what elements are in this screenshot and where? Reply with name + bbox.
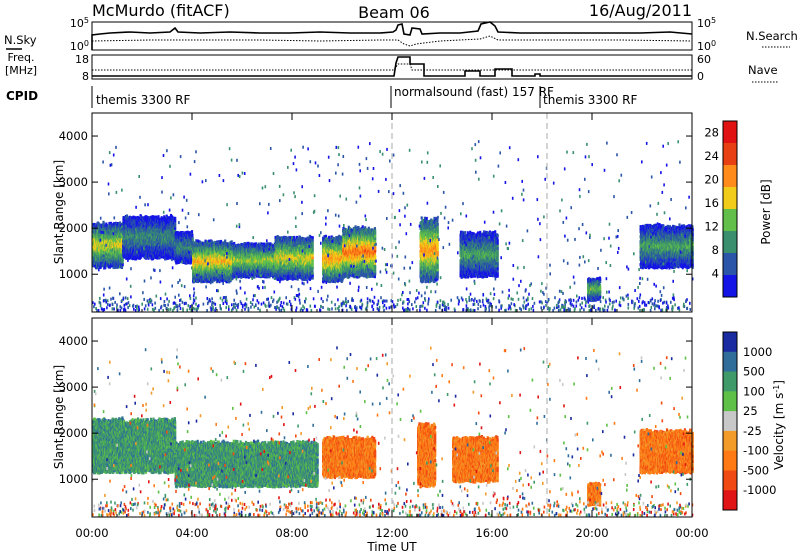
nsearch-trace xyxy=(92,36,692,46)
nsearch-tick-bottom: 100 xyxy=(697,39,716,54)
nave-trace xyxy=(92,64,692,70)
power-echoes xyxy=(92,113,694,312)
nsearch-label: N.Search xyxy=(746,29,798,43)
cpid-segment-1: themis 3300 RF xyxy=(96,93,190,107)
echo-cell xyxy=(174,224,176,227)
nave-tick-top: 60 xyxy=(697,53,711,66)
station-title: McMurdo (fitACF) xyxy=(92,1,230,20)
nsky-tick-bottom: 100 xyxy=(70,39,89,54)
nsky-tick-top: 105 xyxy=(70,16,89,31)
freq-trace xyxy=(92,57,692,76)
cpid-segment-3: themis 3300 RF xyxy=(543,93,637,107)
freq-panel: 18 8 60 0 Freq. [MHz] Nave xyxy=(5,51,778,83)
date-title: 16/Aug/2011 xyxy=(589,1,692,20)
beam-title: Beam 06 xyxy=(358,3,430,22)
echo-cell xyxy=(174,217,176,220)
nsky-label: N.Sky xyxy=(4,33,37,47)
freq-tick-top: 18 xyxy=(75,53,89,66)
nsky-trace xyxy=(92,22,692,50)
nave-label: Nave xyxy=(748,63,778,77)
cpid-label: CPID xyxy=(6,89,38,103)
nave-tick-bottom: 0 xyxy=(697,70,704,83)
cpid-row: CPID themis 3300 RF normalsound (fast) 1… xyxy=(6,85,637,108)
freq-label-2: [MHz] xyxy=(5,64,37,77)
cpid-segment-2: normalsound (fast) 157 RF xyxy=(394,85,554,99)
freq-tick-bottom: 8 xyxy=(82,70,89,83)
freq-label-1: Freq. xyxy=(7,51,34,64)
nsearch-tick-top: 105 xyxy=(697,16,716,31)
